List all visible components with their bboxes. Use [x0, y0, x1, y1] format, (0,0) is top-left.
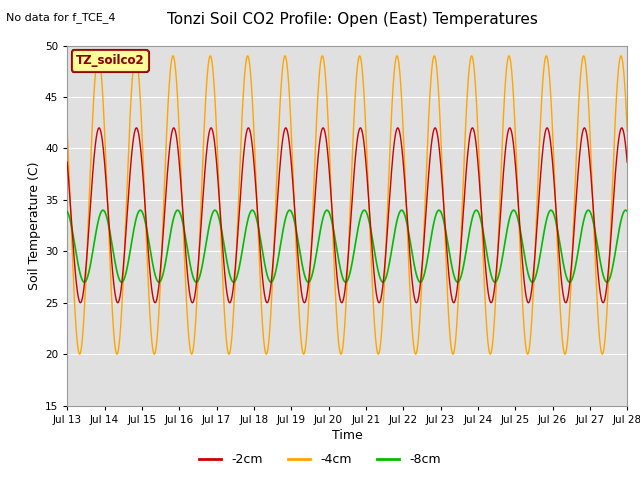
Y-axis label: Soil Temperature (C): Soil Temperature (C) [28, 161, 41, 290]
Legend: TZ_soilco2: TZ_soilco2 [72, 50, 149, 72]
Text: Tonzi Soil CO2 Profile: Open (East) Temperatures: Tonzi Soil CO2 Profile: Open (East) Temp… [166, 12, 538, 27]
Text: No data for f_TCE_4: No data for f_TCE_4 [6, 12, 116, 23]
Legend: -2cm, -4cm, -8cm: -2cm, -4cm, -8cm [194, 448, 446, 471]
X-axis label: Time: Time [332, 429, 363, 442]
